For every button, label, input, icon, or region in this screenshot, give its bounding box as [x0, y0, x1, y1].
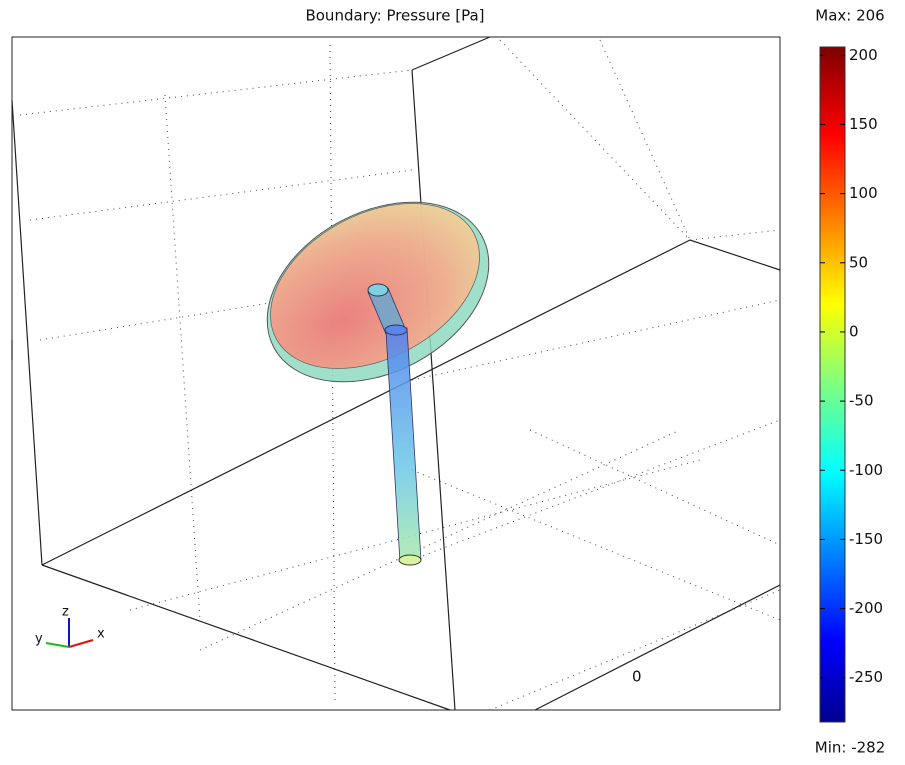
colorbar-tick-label: 150 [849, 115, 878, 133]
colorbar-min: Min: -282 [815, 739, 885, 757]
colorbar-tick-label: 50 [849, 253, 868, 271]
triad-label: z [62, 605, 69, 620]
chart-title: Boundary: Pressure [Pa] [305, 7, 484, 25]
plot-area: x y z 0 [12, 37, 780, 710]
colorbar-tick-label: -100 [849, 461, 883, 479]
colorbar-tick-label: 100 [849, 184, 878, 202]
triad-label: y [35, 632, 43, 647]
colorbar-tick-label: -200 [849, 599, 883, 617]
colorbar-tick-label: -50 [849, 392, 874, 410]
colorbar-tick-label: 0 [849, 322, 859, 340]
triad-label: x [97, 627, 105, 642]
page: Boundary: Pressure [Pa] x y z 0 Max: 206… [0, 0, 905, 765]
axis-tick-label: 0 [632, 668, 642, 686]
chart: Boundary: Pressure [Pa] x y z 0 Max: 206… [0, 0, 905, 765]
colorbar-tick-label: 200 [849, 46, 878, 64]
colorbar [820, 47, 845, 722]
colorbar-max: Max: 206 [815, 7, 884, 25]
colorbar-tick-label: -150 [849, 530, 883, 548]
pipe-top [368, 284, 388, 296]
colorbar-tick-label: -250 [849, 668, 883, 686]
pipe-joint [385, 325, 407, 335]
pipe-bottom [399, 555, 421, 565]
